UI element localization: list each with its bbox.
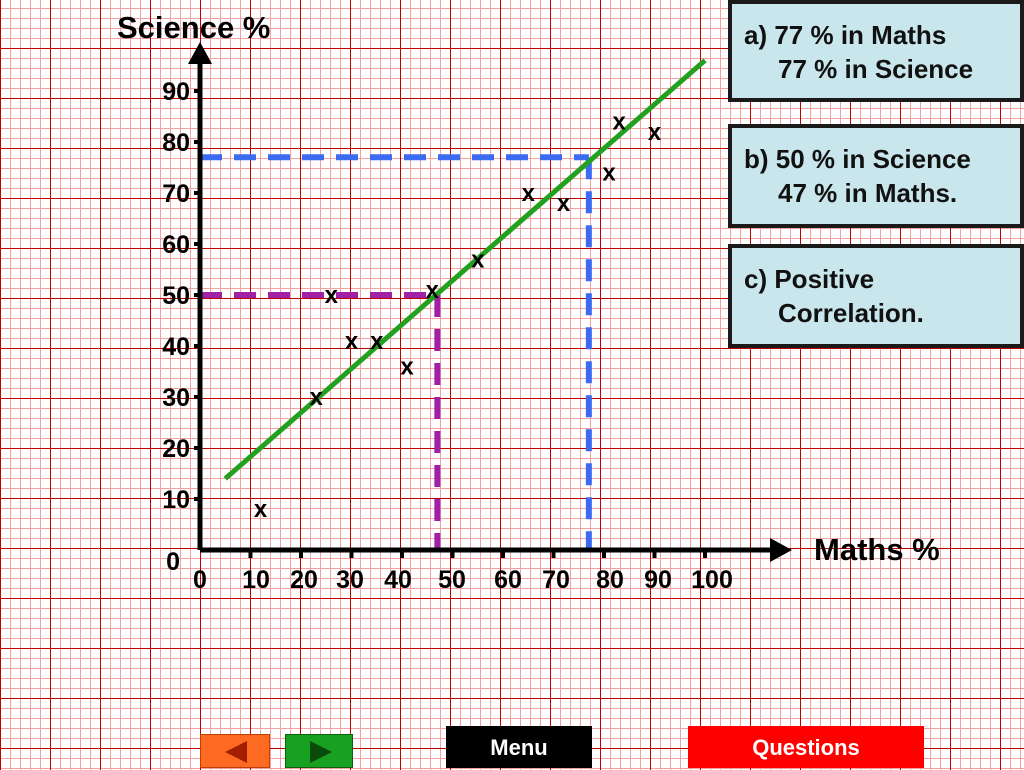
answer-box-b: b) 50 % in Science 47 % in Maths. bbox=[728, 124, 1024, 228]
y-axis-arrow bbox=[188, 42, 212, 64]
answer-box-c: c) Positive Correlation. bbox=[728, 244, 1024, 348]
arrow-right-icon bbox=[310, 741, 332, 763]
x-tick-label: 0 bbox=[193, 566, 207, 594]
arrow-left-icon bbox=[225, 741, 247, 763]
guide-lines bbox=[200, 154, 592, 550]
data-point: x bbox=[612, 109, 626, 136]
data-point: x bbox=[602, 160, 616, 187]
y-tick-label: 90 bbox=[162, 78, 190, 106]
answer-b-line2: 47 % in Maths. bbox=[778, 178, 958, 208]
x-tick-label: 50 bbox=[438, 566, 466, 594]
y-tick-label: 30 bbox=[162, 384, 190, 412]
data-point: x bbox=[648, 119, 662, 146]
data-point: x bbox=[557, 190, 571, 217]
next-button[interactable] bbox=[285, 734, 353, 768]
y-tick-label: 80 bbox=[162, 129, 190, 157]
y-tick-label: 10 bbox=[162, 486, 190, 514]
answer-b-line1: b) 50 % in Science bbox=[744, 144, 971, 174]
y-tick-label-origin: 0 bbox=[166, 548, 180, 576]
answer-a-line2: 77 % in Science bbox=[778, 54, 974, 84]
y-tick-label: 70 bbox=[162, 180, 190, 208]
data-point: x bbox=[309, 384, 323, 411]
data-point: x bbox=[254, 496, 268, 523]
x-tick-label: 100 bbox=[691, 566, 733, 594]
answer-box-a: a) 77 % in Maths 77 % in Science bbox=[728, 0, 1024, 102]
menu-button[interactable]: Menu bbox=[446, 726, 592, 768]
y-axis-label: Science % bbox=[117, 10, 270, 45]
data-point: x bbox=[400, 353, 414, 380]
x-tick-label: 70 bbox=[542, 566, 570, 594]
line-of-best-fit bbox=[223, 58, 707, 481]
x-axis-arrow bbox=[770, 538, 792, 562]
answer-a-line1: a) 77 % in Maths bbox=[744, 20, 947, 50]
x-tick-label: 20 bbox=[290, 566, 318, 594]
data-point: x bbox=[471, 246, 485, 273]
data-point: x bbox=[370, 328, 384, 355]
previous-button[interactable] bbox=[200, 734, 270, 768]
x-tick-label: 10 bbox=[242, 566, 270, 594]
data-point: x bbox=[522, 180, 536, 207]
x-axis-label: Maths % bbox=[814, 532, 940, 567]
answer-c-line2: Correlation. bbox=[778, 298, 924, 328]
y-tick-label: 50 bbox=[162, 282, 190, 310]
x-tick-label: 30 bbox=[336, 566, 364, 594]
answer-c-line1: c) Positive bbox=[744, 264, 875, 294]
x-ticks: 0 10 20 30 40 50 60 70 80 90 100 bbox=[193, 549, 733, 594]
y-tick-label: 60 bbox=[162, 231, 190, 259]
y-tick-label: 20 bbox=[162, 435, 190, 463]
data-point: x bbox=[345, 328, 359, 355]
x-tick-label: 90 bbox=[644, 566, 672, 594]
x-tick-label: 80 bbox=[596, 566, 624, 594]
questions-button[interactable]: Questions bbox=[688, 726, 924, 768]
data-point: x bbox=[325, 282, 339, 309]
x-tick-label: 40 bbox=[384, 566, 412, 594]
scatter-chart: 0 10 20 30 40 50 60 70 80 90 100 10 20 30 40 50 60 70 80 9… bbox=[117, 10, 940, 594]
y-ticks: 10 20 30 40 50 60 70 80 90 0 bbox=[162, 78, 200, 576]
x-tick-label: 60 bbox=[494, 566, 522, 594]
data-point: x bbox=[426, 277, 440, 304]
y-tick-label: 40 bbox=[162, 333, 190, 361]
